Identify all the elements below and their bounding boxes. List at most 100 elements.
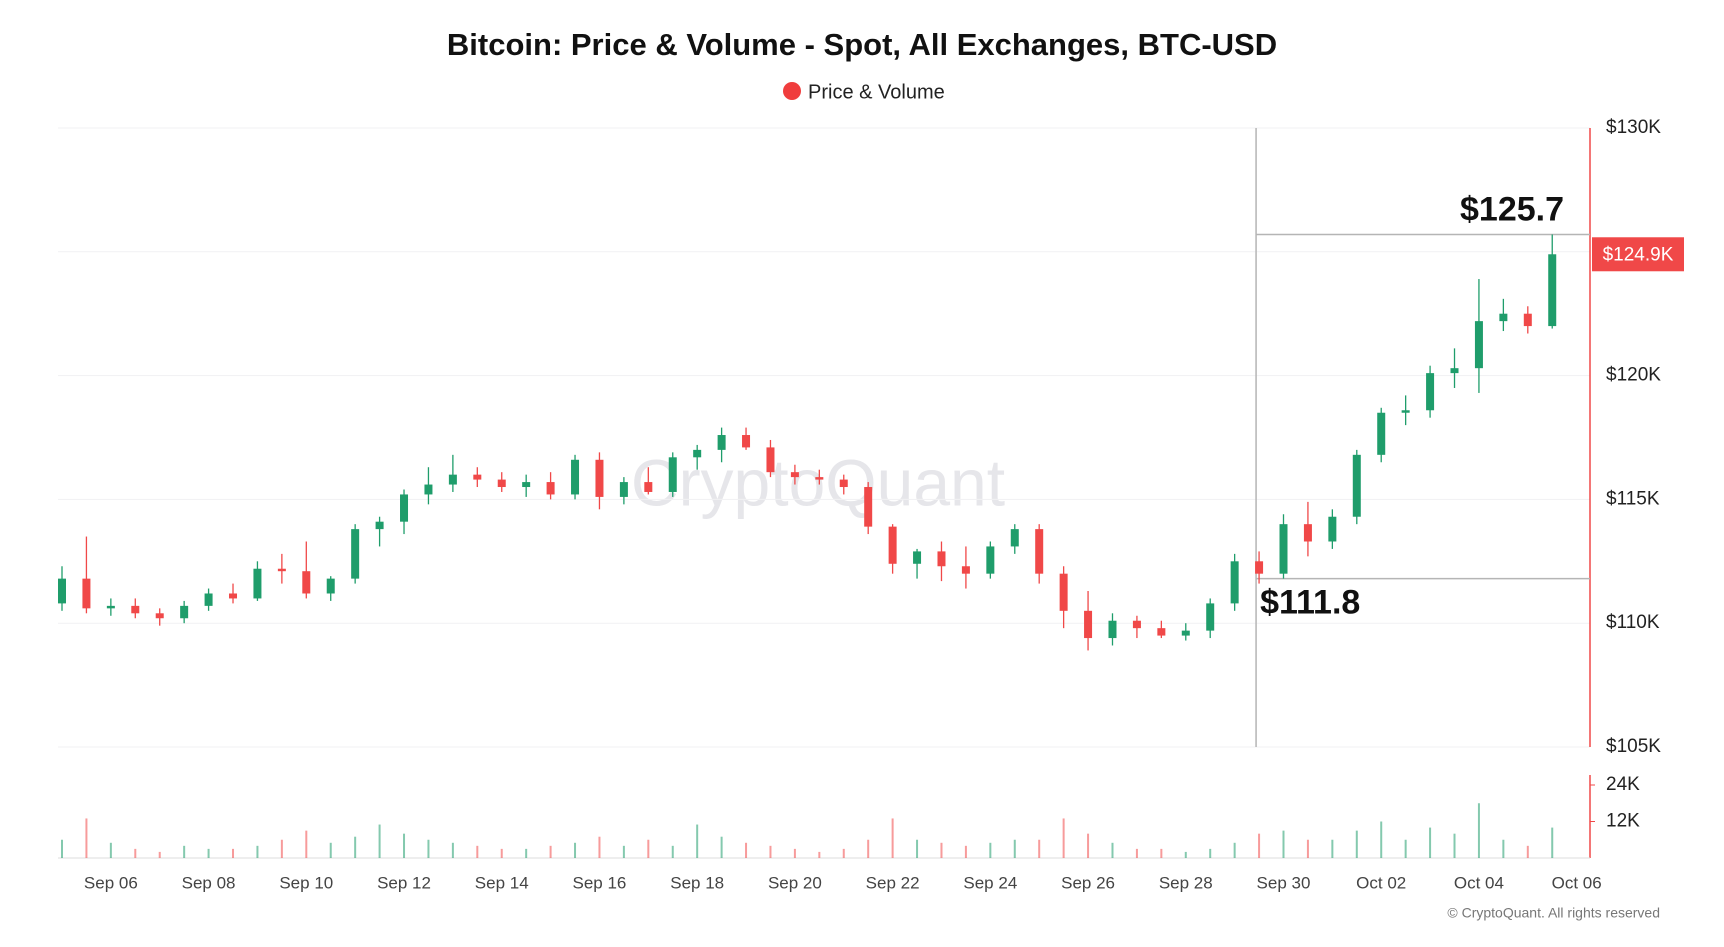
x-tick-label: Oct 04: [1454, 873, 1504, 892]
candle-body: [1426, 373, 1435, 411]
watermark: CryptoQuant: [631, 445, 1005, 519]
volume-bar: [207, 848, 210, 858]
candle-body: [497, 479, 506, 488]
volume-bar: [232, 848, 235, 858]
x-tick-label: Sep 24: [963, 873, 1017, 892]
volume-bar: [549, 845, 552, 858]
volume-bar: [720, 836, 723, 858]
candle-body: [1035, 529, 1044, 574]
volume-bar: [916, 839, 919, 858]
candle-body: [1108, 620, 1117, 639]
x-tick-label: Sep 28: [1159, 873, 1213, 892]
candle-body: [742, 435, 751, 448]
candle-body: [326, 578, 335, 594]
volume-bar: [1380, 821, 1383, 858]
volume-bar: [1429, 827, 1432, 858]
candle-body: [180, 605, 189, 619]
candle-body: [1548, 254, 1557, 327]
volume-bar: [940, 842, 943, 858]
candle-body: [1084, 610, 1093, 639]
volume-bar: [696, 824, 699, 858]
candle-body: [986, 546, 995, 574]
candle-body: [1499, 313, 1508, 322]
candle-body: [155, 613, 164, 619]
candle-body: [1377, 412, 1386, 455]
x-tick-label: Oct 06: [1552, 873, 1602, 892]
candle-body: [229, 593, 238, 599]
volume-bar: [1355, 830, 1358, 858]
x-tick-label: Sep 20: [768, 873, 822, 892]
volume-bar: [158, 851, 161, 858]
candle-body: [204, 593, 213, 606]
candle-body: [1255, 561, 1264, 574]
y-tick-label: $120K: [1606, 365, 1661, 386]
candle-body: [937, 551, 946, 567]
volume-bar: [1111, 842, 1114, 858]
x-tick-label: Sep 08: [182, 873, 236, 892]
copyright: © CryptoQuant. All rights reserved: [1447, 905, 1660, 921]
candle-body: [717, 435, 726, 450]
candle-body: [58, 578, 66, 604]
candle-body: [619, 482, 628, 497]
volume-bar: [1087, 833, 1090, 858]
candle-body: [1303, 524, 1312, 542]
candle-body: [766, 447, 775, 473]
volume-bar: [1135, 848, 1138, 858]
volume-bar: [329, 842, 332, 858]
volume-bar: [842, 848, 845, 858]
volume-bar: [354, 836, 357, 858]
x-tick-label: Sep 06: [84, 873, 138, 892]
candle-body: [1181, 630, 1190, 636]
volume-bar: [403, 833, 406, 858]
volume-bar: [1258, 833, 1261, 858]
candle-body: [1474, 321, 1483, 369]
volume-bar: [745, 842, 748, 858]
candle-body: [1328, 516, 1337, 542]
candle-body: [864, 487, 873, 527]
y-tick-label: $130K: [1606, 117, 1661, 138]
volume-bar: [476, 845, 479, 858]
x-tick-label: Sep 14: [475, 873, 529, 892]
candle-body: [1132, 620, 1141, 629]
volume-bar: [85, 818, 88, 858]
volume-bar: [1502, 839, 1505, 858]
volume-bar: [647, 839, 650, 858]
x-tick-label: Sep 22: [866, 873, 920, 892]
candle-body: [888, 526, 897, 564]
volume-bar: [1282, 830, 1285, 858]
candle-body: [82, 578, 91, 609]
volume-bar: [1233, 842, 1236, 858]
candle-body: [1010, 529, 1019, 547]
volume-bar: [793, 848, 796, 858]
candle-body: [106, 605, 115, 609]
volume-bar: [1160, 848, 1163, 858]
volume-bar: [256, 845, 259, 858]
candle-body: [1157, 628, 1166, 636]
candle-body: [253, 568, 262, 599]
volume-bar: [1331, 839, 1334, 858]
volume-bar: [989, 842, 992, 858]
candle-body: [790, 472, 799, 478]
candle-body: [400, 494, 409, 522]
volume-bar: [280, 839, 283, 858]
volume-bar: [1551, 827, 1554, 858]
candle-body: [1352, 454, 1361, 517]
annotation-label: $125.7: [1460, 190, 1564, 228]
x-tick-label: Sep 18: [670, 873, 724, 892]
candle-body: [448, 474, 457, 485]
x-tick-label: Oct 02: [1356, 873, 1406, 892]
volume-bar: [818, 851, 821, 858]
volume-bar: [183, 845, 186, 858]
volume-bar: [451, 842, 454, 858]
candle-body: [546, 482, 555, 495]
legend-swatch: [783, 82, 801, 100]
y-tick-label: $115K: [1606, 488, 1660, 509]
candle-body: [839, 479, 848, 488]
volume-bar: [134, 848, 137, 858]
candle-body: [1206, 603, 1215, 631]
candle-body: [913, 551, 922, 564]
volume-bar: [598, 836, 601, 858]
candle-body: [375, 521, 384, 530]
candle-body: [1450, 368, 1459, 374]
